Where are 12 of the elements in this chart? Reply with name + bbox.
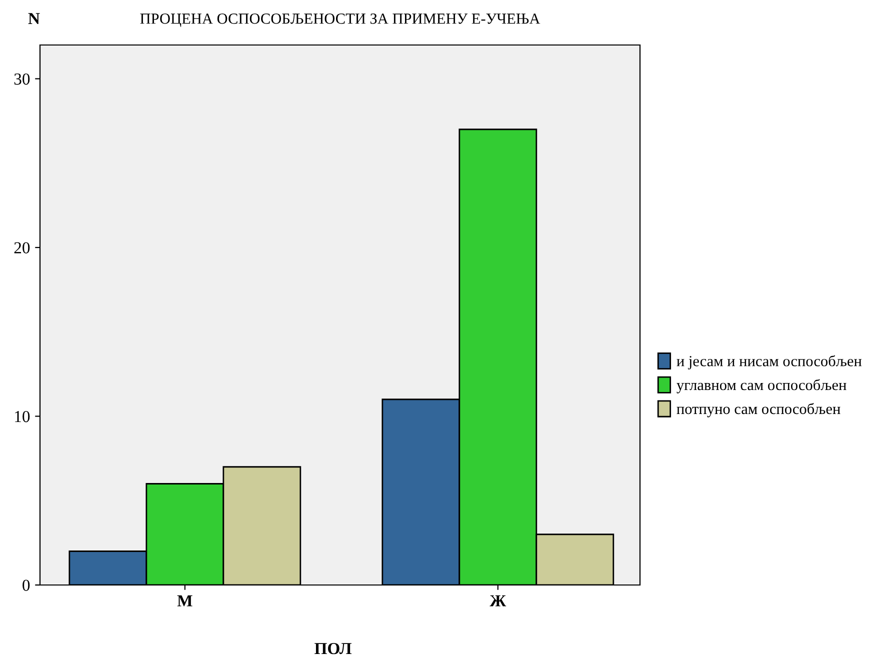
y-tick-label: 30	[14, 73, 30, 85]
legend-label: и јесам и нисам оспособљен	[676, 355, 862, 370]
y-axis-title: N	[28, 13, 40, 24]
y-tick-label: 10	[15, 410, 30, 422]
x-tick-label: Ж	[490, 595, 506, 606]
chart-title: ПРОЦЕНА ОСПОСОБЉЕНОСТИ ЗА ПРИМЕНУ Е-УЧЕЊА	[140, 14, 540, 27]
x-tick-label: М	[177, 595, 192, 606]
y-tick-label: 20	[14, 242, 30, 254]
legend-label: углавном сам оспособљен	[676, 379, 846, 394]
legend-label: потпуно сам оспособљен	[676, 403, 840, 418]
y-tick-label: 0	[22, 580, 30, 591]
x-axis-title: ПОЛ	[314, 642, 352, 654]
